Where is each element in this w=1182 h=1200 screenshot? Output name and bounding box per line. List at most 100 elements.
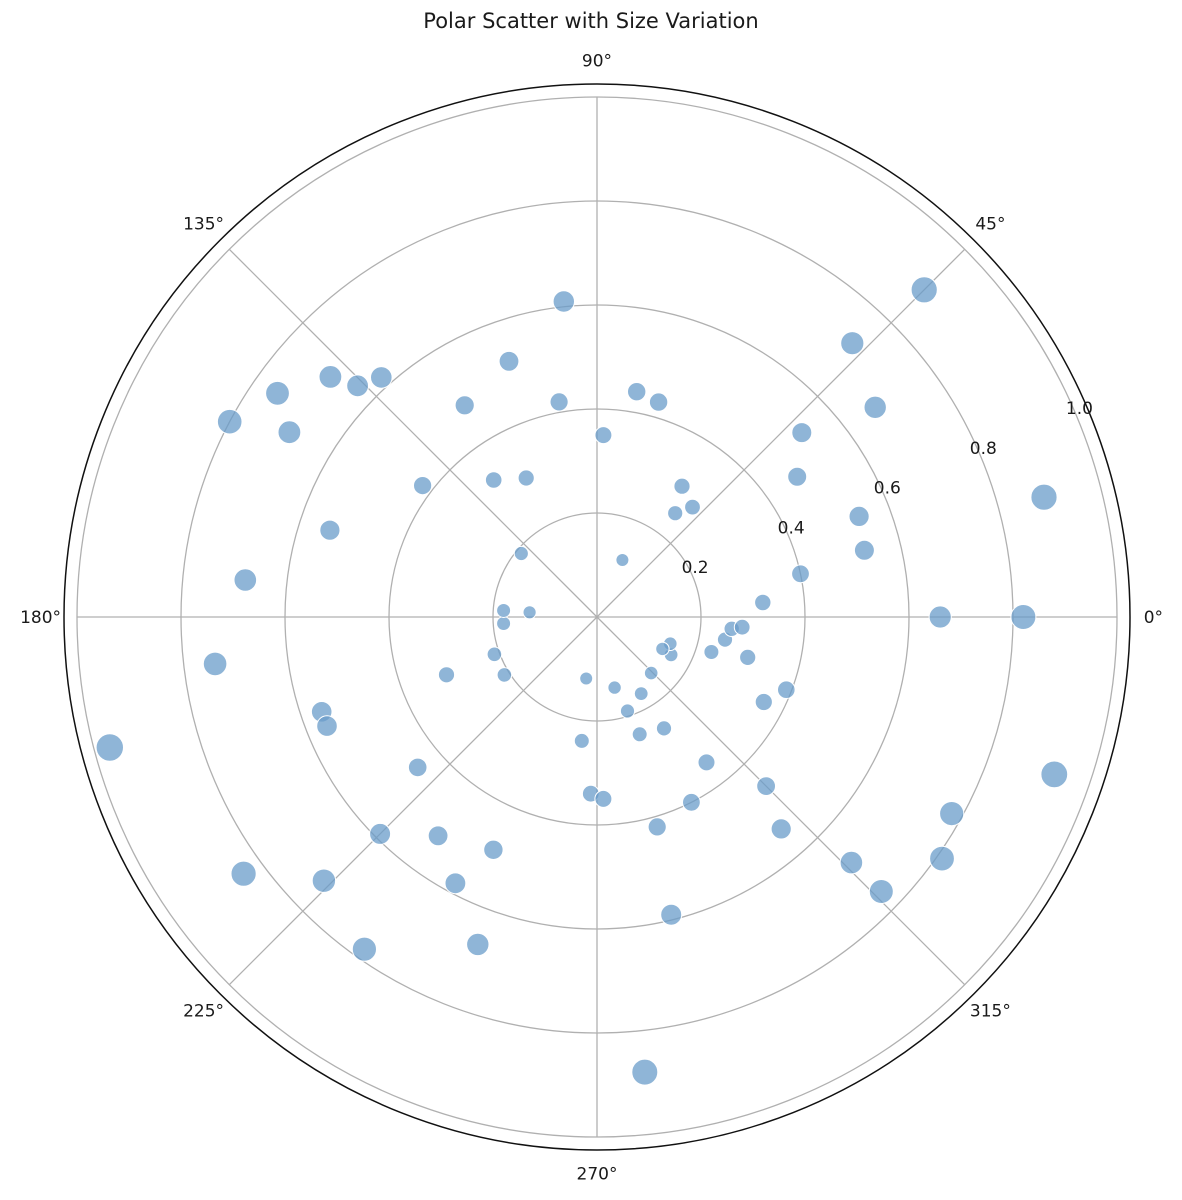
data-point: [230, 860, 257, 887]
data-point: [647, 817, 667, 837]
data-point: [633, 686, 649, 701]
data-point: [427, 825, 449, 847]
angular-tick-label: 0°: [1144, 608, 1163, 628]
data-point: [579, 671, 594, 686]
data-point: [733, 618, 751, 636]
data-point: [496, 603, 512, 618]
data-point: [498, 350, 520, 372]
data-point: [549, 392, 569, 412]
data-point: [1010, 604, 1037, 630]
data-point: [265, 380, 290, 406]
data-point: [791, 564, 810, 584]
data-point: [839, 850, 864, 875]
data-point: [619, 703, 636, 719]
radial-tick-label: 0.2: [682, 558, 709, 578]
data-point: [95, 733, 125, 762]
data-point: [754, 593, 772, 612]
polar-frame: [63, 83, 1131, 1151]
data-point: [407, 757, 428, 778]
data-point: [1030, 483, 1058, 511]
data-point: [684, 498, 701, 516]
data-point: [910, 276, 938, 304]
data-point: [667, 505, 684, 522]
data-point: [346, 374, 370, 398]
data-point: [369, 822, 392, 845]
data-point: [594, 789, 613, 808]
data-point: [454, 395, 475, 416]
angular-tick-label: 135°: [183, 215, 224, 235]
data-point: [929, 845, 955, 872]
data-point: [791, 422, 813, 444]
data-point: [316, 715, 338, 737]
data-point: [496, 616, 512, 631]
data-point: [770, 818, 792, 840]
data-point: [868, 879, 894, 904]
data-point: [607, 680, 622, 695]
angular-tick-label: 180°: [20, 608, 61, 628]
data-point: [643, 665, 659, 681]
data-point: [311, 868, 337, 893]
data-point: [848, 505, 870, 528]
data-point: [594, 426, 613, 445]
grid-layer: [63, 83, 1131, 1151]
data-point: [318, 365, 343, 389]
angular-tick-label: 225°: [183, 1001, 224, 1021]
data-point: [513, 545, 529, 562]
data-point: [939, 801, 965, 827]
data-point: [466, 932, 490, 957]
data-point: [660, 903, 683, 926]
data-point: [496, 667, 513, 683]
radial-tick-label: 0.4: [778, 518, 805, 538]
data-point: [840, 331, 865, 356]
data-point: [486, 646, 503, 663]
data-point: [655, 720, 673, 737]
chart-title: Polar Scatter with Size Variation: [423, 9, 759, 33]
data-point: [484, 471, 503, 489]
angular-tick-label: 315°: [970, 1001, 1011, 1021]
data-point: [777, 680, 796, 700]
angular-gridline: [596, 248, 966, 618]
data-point: [682, 792, 701, 812]
data-point: [787, 466, 808, 487]
data-point: [739, 648, 757, 667]
data-point: [370, 366, 393, 389]
radial-tick-label: 0.6: [874, 479, 901, 499]
data-point: [631, 1058, 659, 1086]
data-point: [756, 776, 776, 796]
data-point: [615, 553, 630, 567]
data-point: [233, 568, 258, 592]
angular-gridline: [228, 248, 598, 618]
angular-tick-label: 90°: [582, 52, 612, 72]
data-point: [444, 872, 467, 895]
data-point: [552, 290, 575, 313]
labels-layer: 0° 45° 90° 135° 180° 225° 270° 315° 0.2 0.4 0.6 0.8…: [20, 52, 1163, 1185]
data-point: [627, 382, 647, 402]
data-point: [202, 651, 228, 677]
data-point: [573, 732, 590, 749]
data-point: [673, 477, 691, 495]
angular-gridline: [596, 616, 966, 986]
data-point: [216, 408, 243, 435]
points-layer: [95, 276, 1069, 1086]
data-point: [522, 605, 537, 620]
angular-tick-label: 270°: [577, 1164, 618, 1184]
data-point: [517, 469, 535, 487]
data-point: [277, 420, 302, 445]
data-point: [483, 839, 504, 860]
data-point: [928, 605, 952, 629]
data-point: [1040, 760, 1069, 789]
data-point: [413, 476, 433, 496]
data-point: [697, 753, 716, 772]
data-point: [754, 692, 773, 712]
angular-gridline: [228, 616, 598, 986]
data-point: [703, 644, 720, 660]
data-point: [648, 392, 669, 412]
angular-tick-label: 45°: [975, 215, 1005, 235]
data-point: [853, 539, 875, 561]
data-point: [655, 641, 670, 657]
data-point: [351, 936, 377, 962]
data-point: [319, 519, 341, 541]
data-point: [437, 666, 456, 684]
data-point: [631, 726, 648, 743]
